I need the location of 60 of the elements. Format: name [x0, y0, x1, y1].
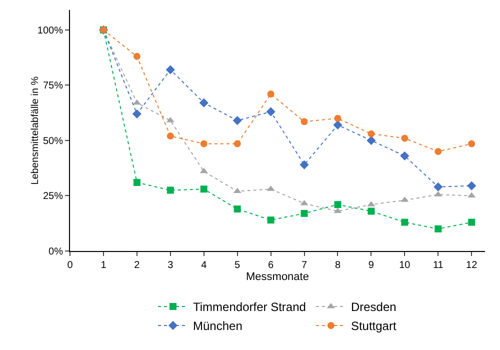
- point: [234, 140, 241, 148]
- point: [199, 98, 208, 108]
- point: [132, 109, 142, 118]
- point: [200, 186, 208, 193]
- point: [132, 99, 141, 105]
- x-axis-title: Messmonate: [246, 271, 309, 284]
- point: [234, 205, 241, 212]
- point: [200, 168, 208, 174]
- point: [300, 210, 308, 217]
- y-tick-label: 100%: [37, 25, 64, 36]
- point: [334, 201, 342, 208]
- legend-label: Stuttgart: [350, 319, 397, 334]
- point: [232, 116, 242, 126]
- x-tick-label: 7: [301, 260, 308, 271]
- point: [333, 120, 342, 130]
- point: [266, 107, 276, 116]
- point: [233, 188, 242, 194]
- x-tick-label: 3: [168, 260, 174, 271]
- y-tick-label: 25%: [42, 191, 64, 202]
- point: [368, 208, 375, 215]
- point: [468, 140, 476, 148]
- point: [467, 181, 476, 190]
- x-tick-label: 9: [368, 260, 374, 271]
- legend-label: Dresden: [350, 300, 396, 314]
- point: [166, 186, 174, 194]
- point: [401, 218, 408, 226]
- point: [468, 218, 476, 226]
- x-tick-label: 12: [466, 260, 478, 271]
- point: [267, 90, 274, 98]
- x-tick-label: 8: [334, 260, 341, 271]
- point: [200, 140, 208, 148]
- x-tick-label: 0: [67, 260, 74, 271]
- x-tick-label: 6: [268, 260, 274, 271]
- x-tick-label: 11: [432, 260, 444, 271]
- point: [400, 151, 410, 160]
- x-tick-label: 10: [399, 260, 411, 271]
- point: [300, 160, 309, 170]
- point: [300, 118, 308, 126]
- point: [166, 132, 174, 140]
- y-tick-label: 75%: [42, 80, 64, 92]
- point: [334, 114, 342, 122]
- x-tick-label: 4: [201, 260, 208, 271]
- point: [267, 216, 274, 224]
- y-tick-label: 0%: [48, 246, 64, 258]
- legend-label: München: [193, 319, 242, 334]
- point: [368, 130, 375, 138]
- point: [434, 182, 443, 192]
- y-tick-label: 50%: [42, 136, 64, 147]
- point: [133, 52, 140, 60]
- y-axis-title: Lebensmittelabfälle in %: [30, 76, 41, 185]
- point: [401, 134, 408, 142]
- point: [434, 148, 442, 155]
- point: [300, 200, 308, 206]
- point: [133, 178, 140, 186]
- legend-label: Timmendorfer Strand: [193, 300, 306, 314]
- x-tick-label: 1: [100, 260, 107, 271]
- x-tick-label: 5: [234, 260, 241, 271]
- point: [166, 65, 175, 74]
- point: [434, 225, 442, 232]
- x-tick-label: 2: [134, 260, 140, 271]
